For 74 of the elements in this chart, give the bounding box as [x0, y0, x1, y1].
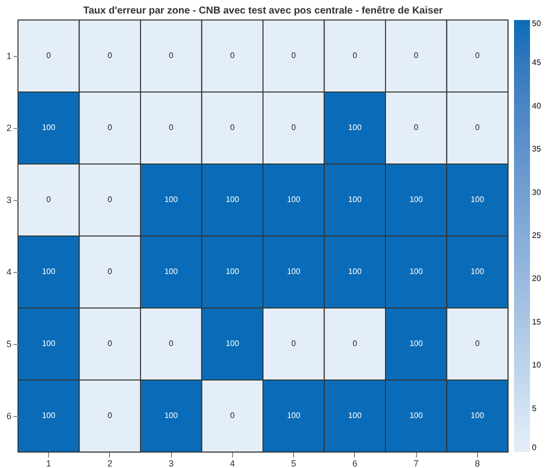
data-label: 100: [348, 267, 362, 276]
color-bar-label: 10: [532, 360, 542, 370]
data-label: 0: [352, 51, 358, 60]
data-label: 0: [414, 51, 419, 60]
data-label: 0: [230, 51, 236, 60]
x-tick-label: 3: [168, 458, 174, 468]
color-bar-label: 45: [532, 58, 542, 68]
data-label: 0: [168, 339, 174, 348]
data-label: 100: [42, 267, 56, 276]
x-tick-label: 7: [414, 458, 419, 468]
data-label: 0: [230, 123, 236, 132]
data-label: 100: [409, 339, 424, 348]
x-tick-label: 5: [291, 458, 296, 468]
data-label: 100: [409, 267, 424, 276]
data-label: 0: [46, 51, 52, 60]
data-label: 0: [168, 123, 174, 132]
color-bar-label: 50: [532, 19, 542, 28]
data-label: 100: [470, 267, 485, 276]
data-label: 0: [352, 339, 358, 348]
data-label: 100: [286, 195, 301, 204]
data-label: 0: [108, 51, 113, 60]
data-label: 100: [42, 339, 56, 348]
color-bar-label: 15: [532, 317, 542, 326]
data-label: 100: [348, 411, 362, 420]
data-label: 0: [291, 339, 296, 348]
chart-title: Taux d'erreur par zone - CNB avec test avec pos centrale - fenêtre de Kaiser: [83, 6, 443, 16]
data-label: 100: [286, 267, 301, 276]
data-label: 100: [164, 195, 178, 204]
data-label: 0: [108, 195, 113, 204]
y-tick-label: 6: [6, 411, 12, 421]
data-label: 100: [42, 123, 56, 132]
data-label: 100: [226, 195, 240, 204]
data-label: 100: [226, 339, 240, 348]
data-label: 0: [108, 267, 113, 276]
data-label: 0: [108, 411, 113, 420]
data-label: 0: [475, 51, 480, 60]
data-label: 0: [46, 195, 52, 204]
data-label: 0: [108, 123, 113, 132]
data-label: 100: [164, 267, 178, 276]
y-tick-label: 3: [6, 195, 12, 205]
y-tick-label: 5: [6, 339, 12, 349]
color-bar-label: 0: [532, 443, 537, 452]
color-bar-label: 30: [532, 188, 542, 197]
data-label: 100: [470, 411, 485, 420]
data-label: 0: [475, 123, 480, 132]
data-label: 100: [286, 411, 301, 420]
y-tick-label: 2: [6, 123, 12, 133]
color-bar-label: 40: [532, 101, 542, 110]
data-label: 100: [348, 195, 362, 204]
data-label: 0: [230, 411, 236, 420]
data-label: 100: [226, 267, 240, 276]
x-tick-label: 1: [46, 458, 52, 468]
data-label: 0: [414, 123, 419, 132]
data-label: 100: [470, 195, 485, 204]
data-label: 100: [409, 411, 424, 420]
x-tick-label: 4: [230, 458, 235, 468]
data-label: 0: [291, 123, 296, 132]
y-tick-label: 4: [6, 267, 12, 277]
data-label: 100: [42, 411, 56, 420]
color-bar-label: 5: [532, 404, 537, 413]
x-tick-label: 8: [474, 458, 480, 468]
data-label: 0: [291, 51, 296, 60]
data-label: 100: [409, 195, 424, 204]
data-label: 100: [164, 411, 178, 420]
data-label: 0: [475, 339, 480, 348]
color-bar-label: 25: [532, 231, 542, 240]
x-tick-label: 2: [107, 458, 112, 468]
color-bar-label: 20: [532, 274, 542, 284]
data-label: 0: [168, 51, 174, 60]
data-label: 100: [348, 123, 362, 132]
x-tick-label: 6: [352, 458, 358, 468]
color-bar-label: 35: [532, 144, 542, 154]
data-label: 0: [108, 339, 113, 348]
y-tick-label: 1: [6, 51, 12, 61]
